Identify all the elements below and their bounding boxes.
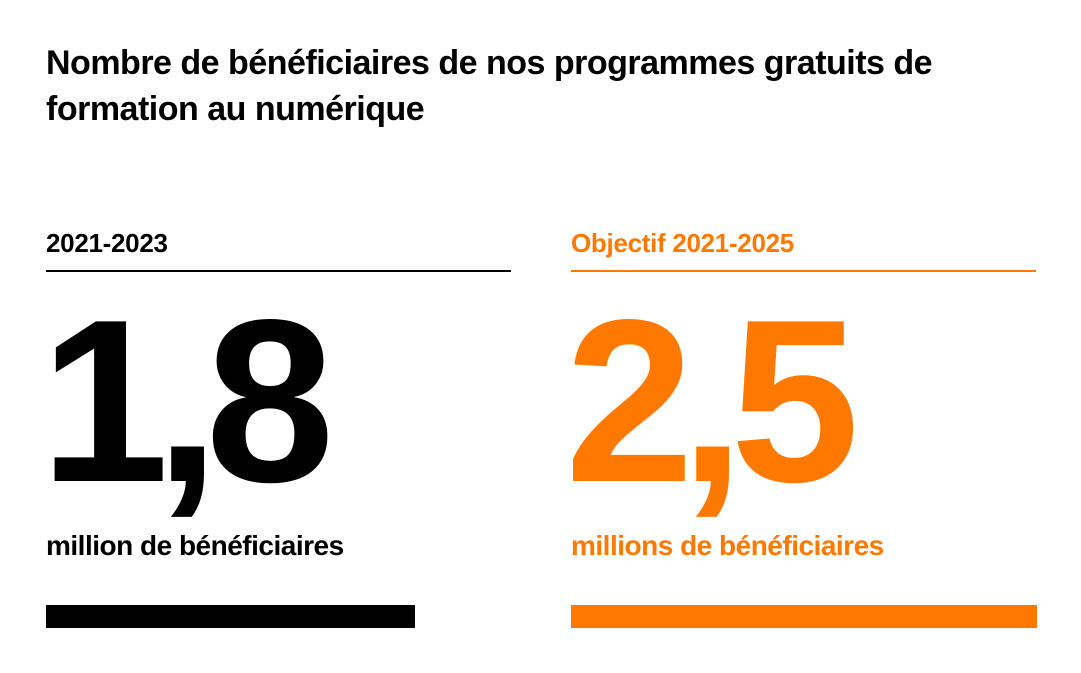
- unit: million de bénéficiaires: [46, 530, 344, 561]
- big-number: 2,5: [565, 272, 859, 531]
- panel: 2021-2023 1,8 million de bénéficiaires: [40, 0, 511, 673]
- period: Objectif 2021-2025: [571, 228, 794, 258]
- big-number: 1,8: [40, 272, 334, 531]
- title: Nombre de bénéficiaires de nos programme…: [46, 44, 933, 128]
- rule: [571, 270, 1036, 272]
- unit: millions de bénéficiaires: [571, 530, 884, 561]
- bar: [571, 605, 1037, 628]
- bar: [46, 605, 415, 628]
- rule: [46, 270, 511, 272]
- period: 2021-2023: [46, 228, 168, 258]
- panel: Objectif 2021-2025 2,5 millions de bénéf…: [565, 0, 1037, 673]
